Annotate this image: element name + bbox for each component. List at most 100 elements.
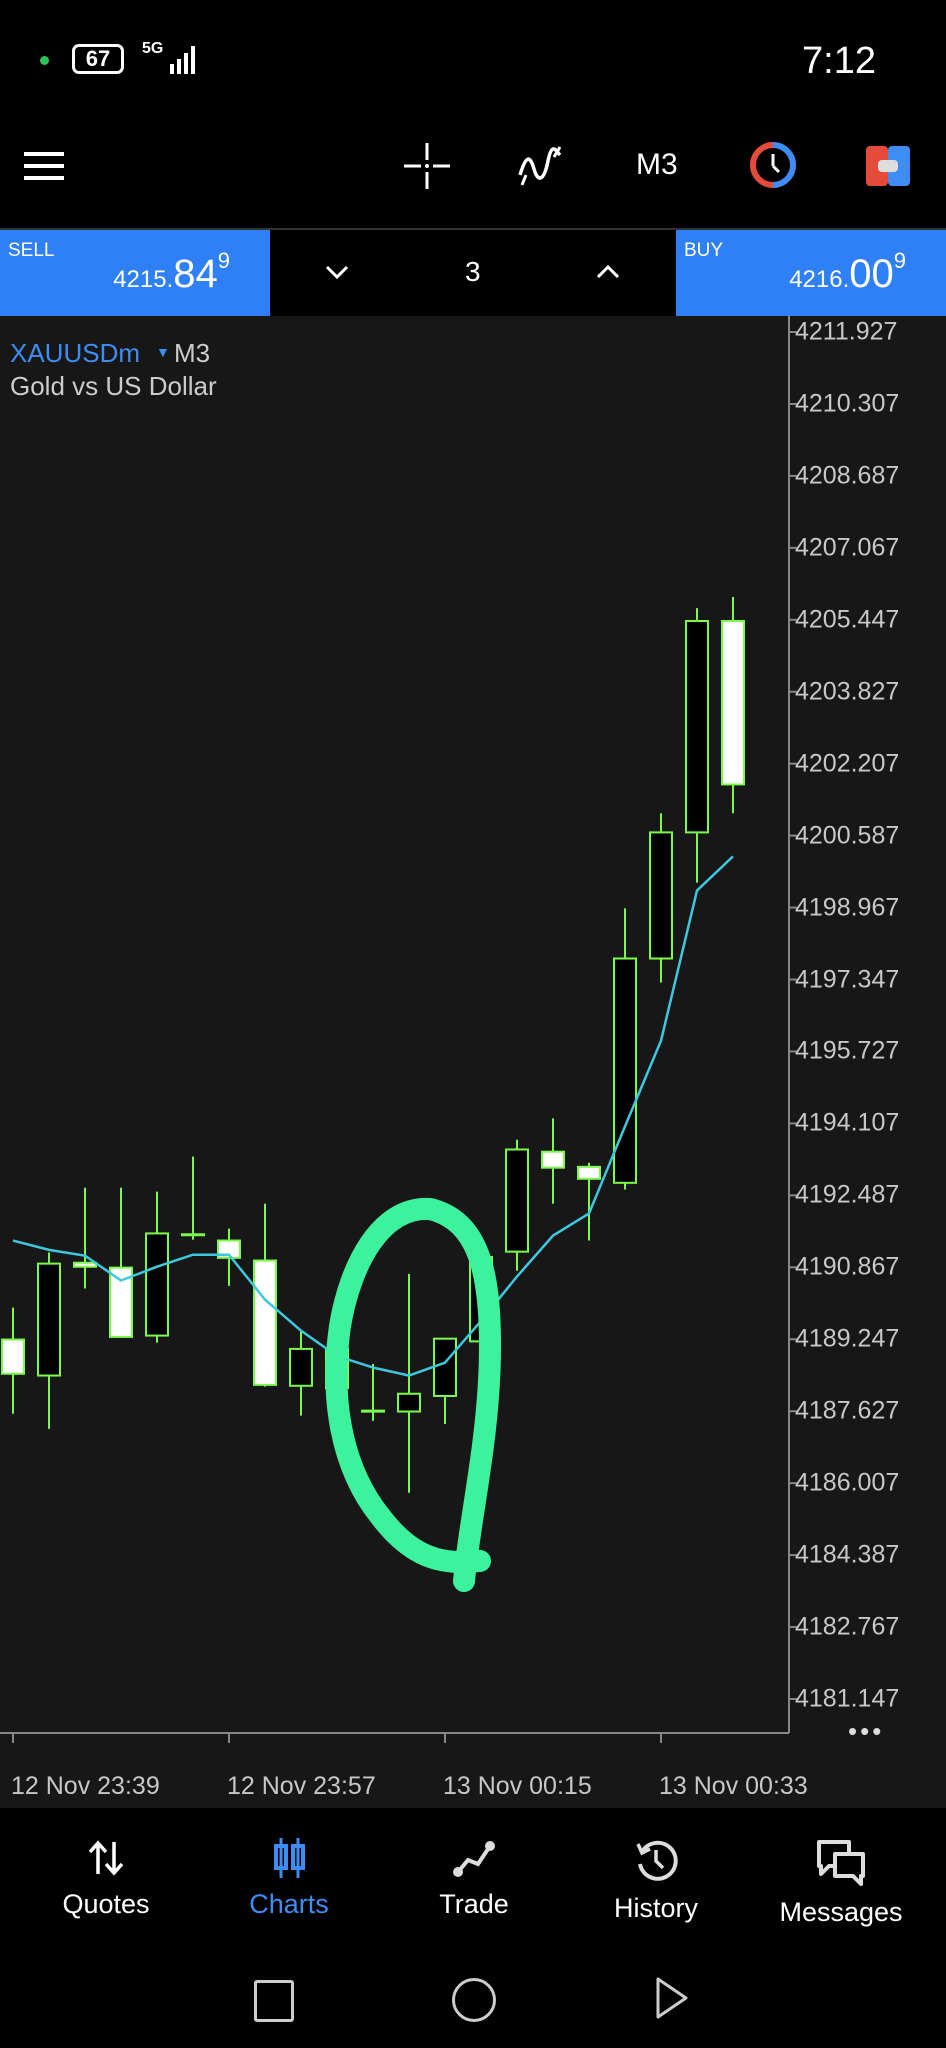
candle-body [253, 1259, 277, 1386]
candle [577, 1162, 601, 1241]
buy-label: BUY [684, 240, 724, 261]
candle [541, 1118, 565, 1204]
candle-body [649, 831, 673, 960]
candle-body [613, 957, 637, 1184]
indicators-icon[interactable] [516, 145, 564, 187]
clock-icon[interactable] [750, 142, 796, 188]
one-click-trade-bar: SELL 4215.849 3 BUY 4216.009 [0, 228, 946, 318]
back-button[interactable] [654, 1976, 690, 2020]
volume-value[interactable]: 3 [465, 256, 481, 287]
candle [613, 908, 637, 1190]
candlestick-chart[interactable] [0, 316, 946, 1808]
more-options-icon[interactable]: ••• [848, 1716, 885, 1746]
charts-candles-icon [274, 1838, 305, 1878]
crosshair-icon[interactable] [404, 143, 450, 189]
symbol-description: Gold vs US Dollar [10, 371, 217, 401]
sell-price: 4215.849 [113, 248, 230, 297]
messages-icon [817, 1840, 865, 1886]
candle [181, 1156, 205, 1240]
candle [505, 1139, 529, 1271]
nav-messages[interactable]: Messages [751, 1838, 931, 1928]
price-axis-label: 4211.927 [795, 317, 898, 346]
candle-body [37, 1262, 61, 1377]
buy-price-sup: 9 [893, 248, 906, 273]
one-click-trading-icon[interactable] [866, 146, 910, 186]
candle-body [1, 1338, 25, 1375]
candle [253, 1203, 277, 1387]
network-type: 5G [142, 40, 164, 57]
price-axis-label: 4205.447 [795, 605, 900, 634]
nav-charts[interactable]: Charts [199, 1838, 379, 1920]
nav-trade[interactable]: Trade [384, 1838, 564, 1920]
signal-icon [170, 46, 195, 74]
recent-apps-button[interactable] [254, 1980, 294, 2022]
candle-body [505, 1148, 529, 1253]
time-axis-label: 12 Nov 23:57 [227, 1772, 376, 1800]
nav-label: Quotes [62, 1889, 150, 1919]
candle-body [685, 619, 709, 834]
price-axis-label: 4182.767 [795, 1612, 900, 1641]
price-axis-label: 4186.007 [795, 1468, 900, 1497]
candle-body [109, 1266, 133, 1338]
timeframe-button[interactable]: M3 [636, 148, 678, 181]
price-axis-label: 4203.827 [795, 677, 900, 706]
sell-price-big: 84 [173, 252, 218, 296]
bottom-navigation: Quotes Charts Trade History Messages [0, 1808, 946, 2048]
candle [37, 1252, 61, 1429]
nav-label: Trade [439, 1889, 509, 1919]
candle [217, 1228, 241, 1286]
chart-area[interactable]: XAUUSDm ▼ M3 Gold vs US Dollar 4211.927 4… [0, 316, 946, 1808]
candle [361, 1364, 385, 1421]
price-axis-label: 4192.487 [795, 1180, 900, 1209]
trade-line-icon [453, 1841, 495, 1877]
price-axis-label: 4190.867 [795, 1252, 900, 1281]
time-axis-label: 13 Nov 00:33 [659, 1772, 808, 1800]
candle [109, 1187, 133, 1338]
notification-dot-icon [40, 56, 49, 65]
nav-label: Messages [779, 1897, 903, 1927]
candle-body [541, 1150, 565, 1169]
candle [397, 1273, 421, 1493]
price-axis-label: 4198.967 [795, 893, 900, 922]
menu-icon[interactable] [24, 150, 64, 182]
volume-increase-icon[interactable] [595, 264, 621, 280]
nav-label: History [613, 1893, 698, 1923]
sell-price-prefix: 4215. [113, 266, 174, 293]
price-axis-label: 4187.627 [795, 1396, 900, 1425]
quotes-arrows-icon [88, 1840, 124, 1876]
candle-body [73, 1261, 97, 1268]
clock-time: 7:12 [802, 40, 876, 82]
buy-price-big: 00 [849, 252, 894, 296]
candle-body [289, 1347, 313, 1387]
candle-body [577, 1165, 601, 1180]
candle-body [397, 1392, 421, 1413]
symbol-dropdown-icon[interactable]: ▼ [156, 344, 170, 360]
candle [433, 1337, 457, 1424]
candle [721, 597, 745, 814]
price-axis-label: 4195.727 [795, 1036, 900, 1065]
price-axis-label: 4189.247 [795, 1324, 900, 1353]
candle [289, 1330, 313, 1416]
nav-quotes[interactable]: Quotes [16, 1838, 196, 1920]
sell-price-sup: 9 [217, 248, 230, 273]
time-axis-label: 12 Nov 23:39 [11, 1772, 160, 1800]
price-axis-label: 4202.207 [795, 749, 900, 778]
sell-button[interactable]: SELL 4215.849 [0, 230, 270, 318]
nav-history[interactable]: History [566, 1838, 746, 1924]
home-button[interactable] [452, 1978, 496, 2022]
candle [1, 1307, 25, 1414]
candle-body [433, 1337, 457, 1397]
buy-price: 4216.009 [789, 248, 906, 297]
price-axis-label: 4194.107 [795, 1108, 900, 1137]
symbol-timeframe: M3 [174, 338, 211, 368]
candle [685, 608, 709, 883]
candle [73, 1187, 97, 1289]
buy-button[interactable]: BUY 4216.009 [676, 230, 946, 318]
symbol-name[interactable]: XAUUSDm [10, 338, 141, 368]
volume-decrease-icon[interactable] [324, 264, 350, 280]
candle-body [145, 1232, 169, 1337]
price-axis-label: 4207.067 [795, 533, 900, 562]
price-axis-label: 4210.307 [795, 389, 900, 418]
price-axis-label: 4181.147 [795, 1684, 900, 1713]
battery-icon: 67 [72, 44, 124, 74]
